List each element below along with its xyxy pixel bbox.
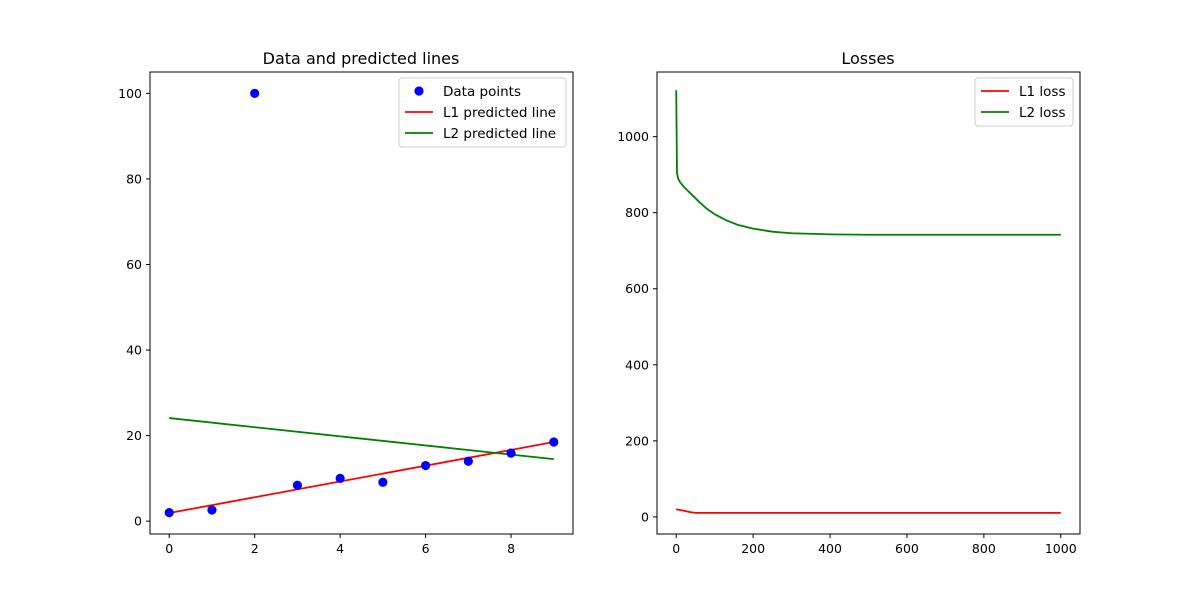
y-axis-ticks: 0 200 400 600 800 1000 <box>617 129 657 524</box>
legend-label: L2 predicted line <box>443 126 556 142</box>
plot-area <box>675 90 1061 514</box>
data-point <box>378 477 388 487</box>
x-tick-label: 2 <box>251 541 259 556</box>
y-tick-label: 100 <box>118 86 142 101</box>
y-tick-label: 80 <box>126 171 142 186</box>
y-tick-label: 60 <box>126 257 142 272</box>
legend-marker <box>414 86 424 96</box>
data-point <box>292 480 303 490</box>
x-tick-label: 200 <box>741 541 765 556</box>
losses-chart: Losses 0 200 400 600 800 1000 0 200 400 600 800 10… <box>617 49 1081 556</box>
data-point <box>463 456 473 466</box>
data-point <box>207 505 217 515</box>
axes-frame <box>656 71 1081 535</box>
x-tick-label: 800 <box>972 541 996 556</box>
l2-loss-line <box>675 90 1061 236</box>
data-point <box>250 88 260 98</box>
data-point <box>335 473 345 483</box>
x-tick-label: 1000 <box>1045 541 1077 556</box>
y-tick-label: 40 <box>126 343 142 358</box>
x-tick-label: 0 <box>672 541 680 556</box>
y-tick-label: 1000 <box>617 129 649 144</box>
plot-area <box>164 88 559 518</box>
chart-title: Losses <box>841 49 894 68</box>
y-tick-label: 20 <box>126 428 142 443</box>
legend-box <box>974 77 1074 127</box>
x-tick-label: 600 <box>895 541 919 556</box>
legend: L1 loss L2 loss <box>974 77 1074 127</box>
y-tick-label: 400 <box>625 357 649 372</box>
axes-frame <box>149 71 574 535</box>
chart-title: Data and predicted lines <box>263 49 460 68</box>
x-axis-ticks: 0 2 4 6 8 <box>165 534 515 556</box>
x-tick-label: 0 <box>165 541 173 556</box>
data-point <box>506 448 516 458</box>
x-axis-ticks: 0 200 400 600 800 1000 <box>672 534 1077 556</box>
data-point <box>164 508 174 518</box>
data-point <box>549 437 559 447</box>
y-tick-label: 0 <box>134 514 142 529</box>
l2-predicted-line-line <box>169 417 554 461</box>
x-tick-label: 4 <box>336 541 344 556</box>
l1-loss-line <box>676 508 1061 514</box>
legend-label: Data points <box>443 84 521 100</box>
legend-box <box>398 77 567 148</box>
legend-label: L1 loss <box>1019 84 1065 100</box>
data-and-lines-chart: Data and predicted lines 0 2 4 6 8 0 20 40 60 80… <box>118 49 574 556</box>
y-tick-label: 800 <box>625 205 649 220</box>
y-tick-label: 600 <box>625 281 649 296</box>
x-tick-label: 6 <box>422 541 430 556</box>
y-axis-ticks: 0 20 40 60 80 100 <box>118 86 150 529</box>
x-tick-label: 8 <box>507 541 515 556</box>
x-tick-label: 400 <box>818 541 842 556</box>
legend-label: L2 loss <box>1019 105 1065 121</box>
data-point <box>420 460 431 471</box>
legend: Data points L1 predicted line L2 predicted… <box>398 77 567 148</box>
y-tick-label: 0 <box>641 509 649 524</box>
legend-label: L1 predicted line <box>443 105 556 121</box>
l1-predicted-line-line <box>169 441 554 514</box>
y-tick-label: 200 <box>625 433 649 448</box>
